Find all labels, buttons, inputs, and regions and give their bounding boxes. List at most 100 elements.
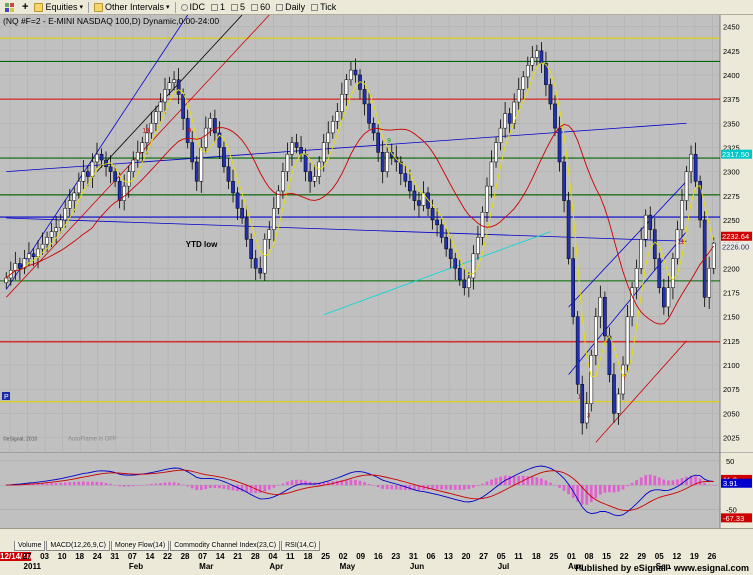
- candle-body: [122, 185, 127, 201]
- macd-histogram-bar: [195, 485, 199, 491]
- interval-idc-button[interactable]: IDC: [178, 1, 209, 14]
- macd-histogram-bar: [676, 479, 679, 486]
- macd-histogram-bar: [671, 480, 675, 486]
- candle-body: [566, 200, 571, 259]
- toolbar-divider: [174, 1, 176, 13]
- candle-body: [312, 176, 317, 182]
- candle-body: [634, 268, 639, 288]
- candle-body: [258, 268, 263, 274]
- macd-histogram-bar: [177, 483, 180, 486]
- interval-1-button[interactable]: 1: [208, 1, 228, 14]
- macd-histogram-bar: [381, 485, 385, 489]
- macd-panel[interactable]: 50-50 11.83.91-67.33: [0, 452, 753, 528]
- price-tick-label: 2075: [723, 385, 740, 394]
- ma-red-line: [6, 124, 715, 325]
- macd-histogram-bar: [227, 485, 230, 490]
- date-tick-label: 07: [198, 552, 208, 561]
- candle-body: [149, 123, 154, 134]
- macd-histogram-bar: [621, 485, 625, 490]
- macd-histogram-bar: [109, 483, 112, 486]
- macd-histogram-bar: [667, 480, 670, 486]
- macd-histogram-bar: [140, 485, 144, 486]
- date-tick-label: 18: [531, 552, 541, 561]
- price-tick-label: 2450: [723, 23, 740, 32]
- add-button[interactable]: +: [22, 1, 29, 13]
- tab-cci[interactable]: Commodity Channel Index(23,C): [170, 540, 281, 551]
- date-tick-label: 07: [127, 552, 137, 561]
- scroll-strip[interactable]: [0, 528, 753, 540]
- equities-folder-button[interactable]: Equities ▾: [31, 1, 86, 14]
- macd-histogram-bar: [72, 481, 76, 486]
- candle-body: [662, 287, 666, 308]
- tab-macd[interactable]: MACD(12,26,9,C): [46, 540, 110, 551]
- candle-body: [630, 287, 634, 317]
- macd-histogram-bar: [363, 482, 366, 486]
- cyan-line: [323, 231, 551, 316]
- macd-histogram-bar: [549, 482, 552, 486]
- macd-histogram-bar: [662, 479, 666, 486]
- macd-histogram-bar: [154, 483, 158, 486]
- interval-daily-button[interactable]: Daily: [273, 1, 308, 14]
- macd-histogram-bar: [32, 483, 35, 486]
- panel-scroll-icon[interactable]: P: [2, 392, 10, 401]
- svg-text:P: P: [4, 394, 9, 401]
- macd-histogram-bar: [413, 485, 416, 491]
- date-tick-label: 09: [356, 552, 366, 561]
- macd-histogram-bar: [272, 485, 276, 488]
- tab-volume[interactable]: Volume: [14, 540, 46, 551]
- macd-histogram-bar: [136, 485, 140, 486]
- candle-body: [335, 111, 340, 122]
- macd-histogram-bar: [245, 485, 248, 493]
- candle-body: [267, 229, 272, 240]
- candle-body: [18, 263, 22, 269]
- tab-money-flow[interactable]: Money Flow(14): [111, 540, 170, 551]
- interval-idc-label: IDC: [189, 2, 206, 12]
- macd-histogram-bar: [240, 485, 244, 492]
- candle-body: [203, 127, 208, 148]
- macd-chart-svg[interactable]: 50-50 11.83.91-67.33: [0, 452, 753, 528]
- candle-body: [648, 214, 653, 230]
- candle-body: [412, 190, 417, 201]
- price-chart-panel[interactable]: 13 9 9 11 7 1 3 2025 2050 2075 2100 2125 2150 2175 22…: [0, 15, 753, 452]
- date-tick-label: 22: [619, 552, 629, 561]
- macd-histogram-bar: [544, 480, 548, 486]
- red-rising-line: [595, 340, 687, 443]
- macd-histogram-bar: [526, 476, 530, 486]
- interval-tick-button[interactable]: Tick: [308, 1, 339, 14]
- interval-60-button[interactable]: 60: [248, 1, 273, 14]
- macd-histogram-bar: [617, 485, 620, 492]
- macd-marker-label: 3.91: [723, 479, 738, 488]
- macd-histogram-bar: [59, 482, 63, 486]
- interval-5-button[interactable]: 5: [228, 1, 248, 14]
- macd-histogram-bar: [444, 485, 448, 490]
- candle-body: [154, 111, 158, 124]
- macd-histogram-bar: [150, 484, 153, 486]
- price-marker-label: 2232.64: [722, 232, 749, 241]
- month-label: Jul: [497, 562, 510, 571]
- candle-body: [684, 171, 689, 201]
- candle-body: [598, 297, 603, 317]
- macd-markers: 11.83.91-67.33: [721, 474, 752, 523]
- swing-count-label: 3: [587, 413, 591, 420]
- equities-label: Equities: [45, 2, 78, 12]
- macd-histogram-bar: [295, 479, 298, 486]
- candle-body: [525, 65, 530, 78]
- candle-body: [117, 181, 122, 201]
- chart-menu-button[interactable]: [2, 1, 19, 14]
- macd-tick-label: 50: [726, 457, 734, 466]
- macd-histogram-bar: [4, 485, 8, 486]
- candle-body: [621, 364, 625, 395]
- macd-histogram-bar: [100, 482, 103, 486]
- checkbox-icon: [276, 3, 284, 11]
- swing-count-label: 7: [623, 374, 627, 381]
- tab-rsi[interactable]: RSI(14,C): [281, 540, 321, 551]
- candle-body: [131, 159, 136, 172]
- candle-body: [126, 171, 131, 187]
- date-tick-label: 14: [145, 552, 155, 561]
- macd-histogram-bar: [349, 479, 353, 486]
- macd-background: [0, 452, 753, 528]
- other-intervals-button[interactable]: Other Intervals ▾: [91, 1, 173, 14]
- macd-histogram-bar: [127, 485, 131, 487]
- interval-1-label: 1: [220, 2, 226, 12]
